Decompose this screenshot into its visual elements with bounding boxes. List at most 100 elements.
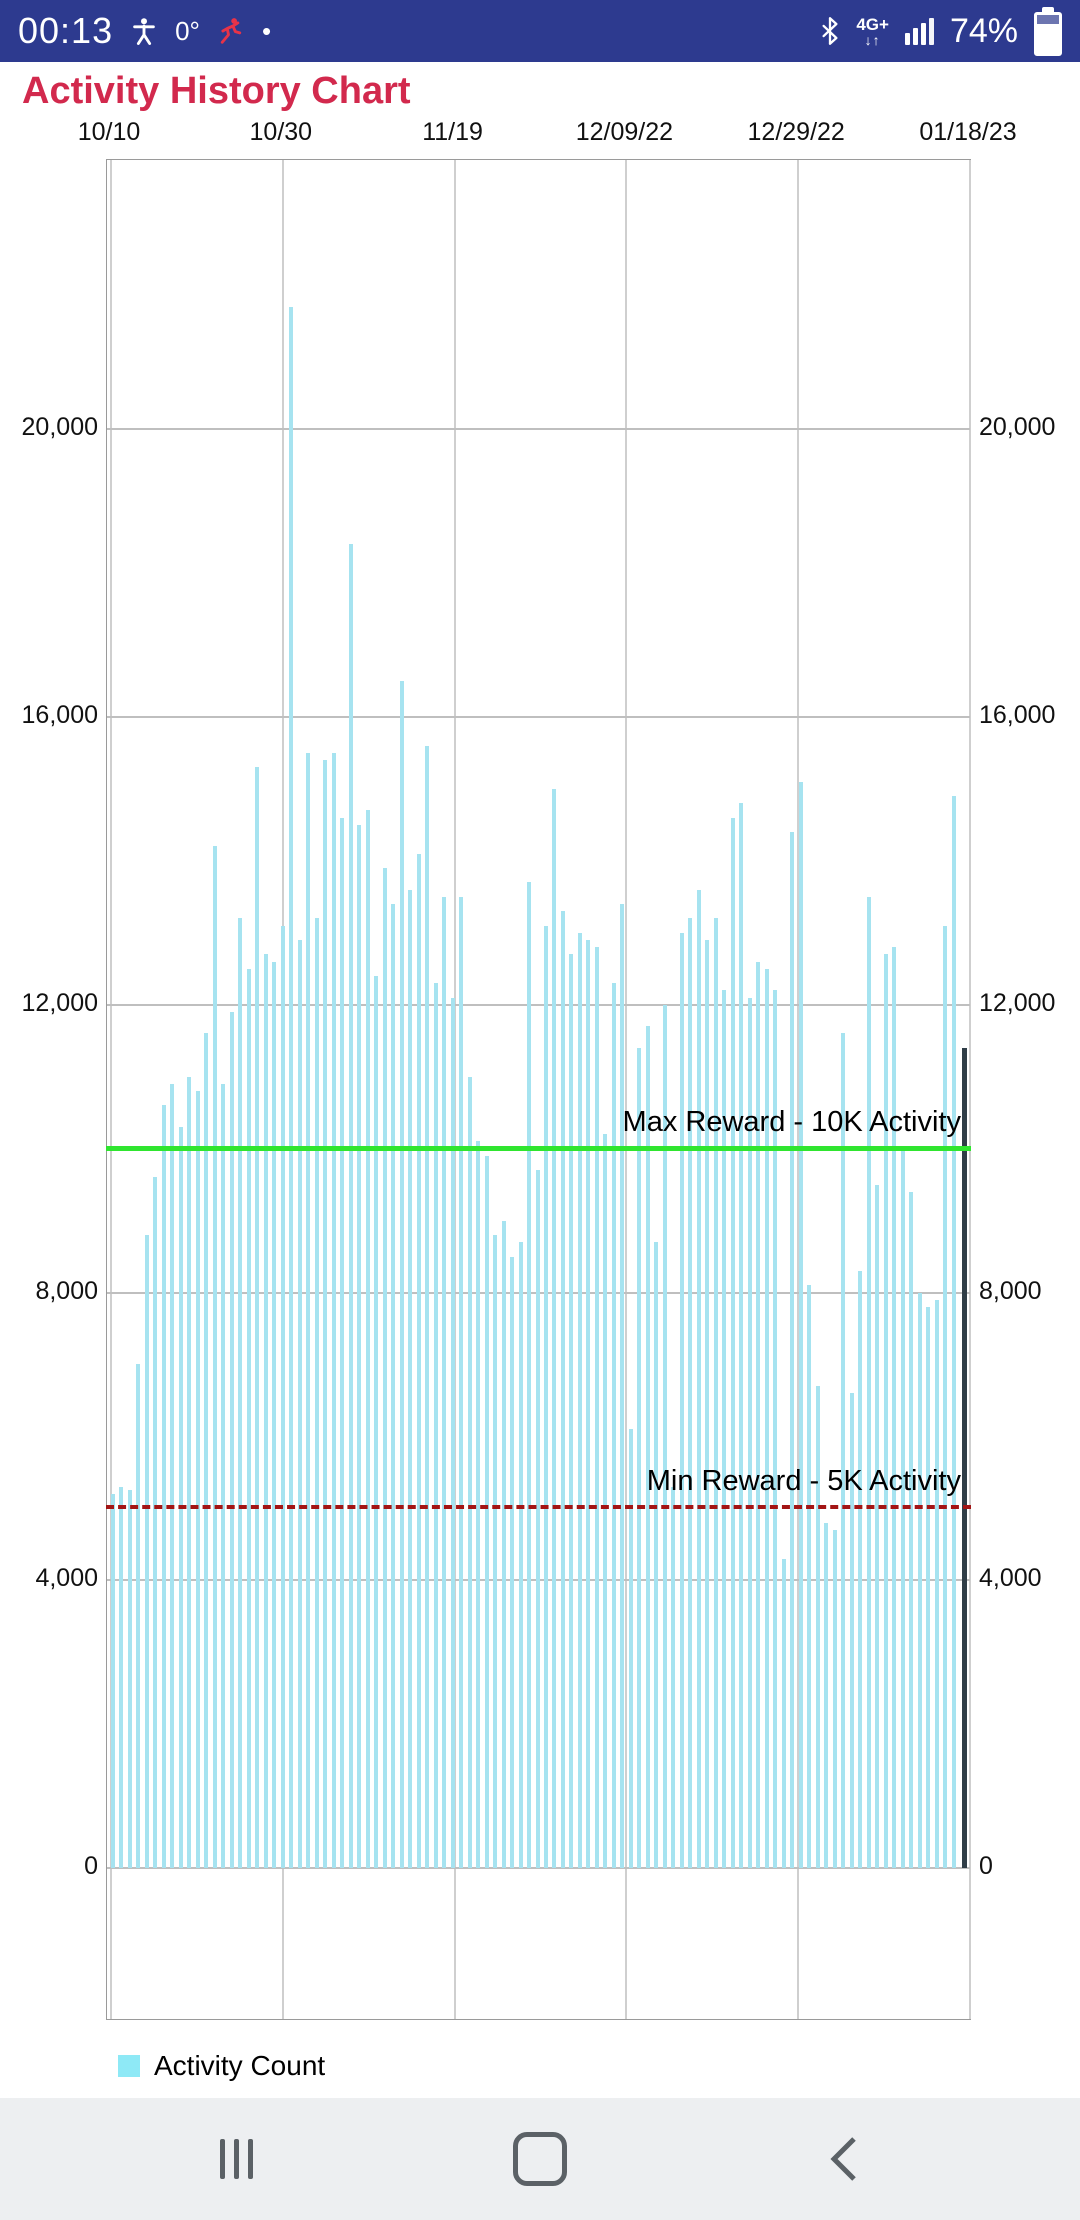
y-axis-tick-label-left: 8,000 — [35, 1276, 98, 1305]
activity-bar — [645, 1026, 650, 1869]
activity-bar — [739, 803, 744, 1869]
y-axis-tick-label-left: 4,000 — [35, 1564, 98, 1593]
min-reward-line — [106, 1505, 971, 1510]
vertical-gridline — [625, 160, 628, 2019]
activity-bar — [798, 781, 803, 1869]
horizontal-gridline — [107, 1867, 970, 1870]
activity-bar — [187, 1076, 192, 1869]
activity-bar — [773, 990, 778, 1869]
status-temperature: 0° — [175, 15, 200, 46]
activity-bar — [178, 1127, 183, 1869]
activity-bar — [603, 1134, 608, 1869]
activity-bar — [909, 1191, 914, 1869]
activity-bar — [272, 961, 277, 1869]
activity-bar — [543, 925, 548, 1869]
activity-bar — [781, 1558, 786, 1869]
activity-bar — [127, 1490, 132, 1869]
activity-bar — [730, 817, 735, 1869]
activity-bar — [611, 983, 616, 1869]
activity-bar — [306, 752, 311, 1869]
activity-bar — [136, 1364, 141, 1869]
activity-bar — [696, 889, 701, 1869]
recents-button[interactable] — [206, 2129, 266, 2189]
activity-bar — [951, 796, 956, 1869]
activity-bar — [153, 1177, 158, 1869]
activity-bar — [849, 1393, 854, 1869]
activity-bar — [790, 832, 795, 1869]
activity-bar — [892, 947, 897, 1869]
activity-bar — [229, 1011, 234, 1869]
activity-bar — [195, 1091, 200, 1869]
x-axis-tick-label: 10/30 — [249, 118, 313, 146]
activity-bar — [119, 1486, 124, 1869]
activity-bar — [323, 760, 328, 1869]
activity-bar — [450, 997, 455, 1869]
activity-bar — [671, 1486, 676, 1869]
plot-area[interactable] — [106, 159, 971, 2020]
activity-bar — [467, 1076, 472, 1869]
y-axis-tick-label-left: 16,000 — [21, 700, 98, 729]
mobile-data-arrows-icon: ↓↑ — [864, 31, 881, 48]
horizontal-gridline — [107, 1003, 970, 1006]
activity-bar — [917, 1292, 922, 1869]
status-bar: 00:13 0° • 4G+ ↓↑ 74% — [0, 0, 1080, 62]
activity-bar — [459, 896, 464, 1869]
activity-bar — [204, 1033, 209, 1869]
activity-bar — [807, 1285, 812, 1869]
vertical-gridline — [110, 160, 112, 2019]
activity-bar — [365, 810, 370, 1869]
back-button[interactable] — [814, 2129, 874, 2189]
vertical-gridline — [969, 160, 971, 2019]
activity-bar — [314, 918, 319, 1869]
x-axis-tick-label: 11/19 — [422, 118, 483, 146]
activity-bar — [535, 1170, 540, 1869]
activity-bar — [442, 896, 447, 1869]
y-axis-tick-label-left: 12,000 — [21, 988, 98, 1017]
x-axis-tick-label: 12/29/22 — [747, 118, 845, 146]
activity-bar — [161, 1105, 166, 1869]
y-axis-tick-label-left: 20,000 — [21, 413, 98, 442]
activity-bar — [747, 997, 752, 1869]
network-4g-indicator: 4G+ ↓↑ — [856, 16, 889, 47]
activity-bar — [280, 925, 285, 1869]
android-navigation-bar — [0, 2098, 1080, 2220]
recents-icon — [219, 2139, 253, 2179]
x-axis-tick-label: 01/18/23 — [919, 118, 1017, 146]
horizontal-gridline — [107, 428, 970, 431]
activity-bar — [238, 918, 243, 1869]
activity-bar — [399, 680, 404, 1869]
activity-bar — [841, 1033, 846, 1869]
y-axis-tick-label-right: 16,000 — [979, 700, 1056, 729]
max-reward-label: Max Reward - 10K Activity — [622, 1105, 961, 1138]
activity-bar — [476, 1141, 481, 1869]
chart-cursor-line[interactable] — [962, 1047, 967, 1869]
horizontal-gridline — [107, 715, 970, 718]
activity-bar — [662, 1004, 667, 1869]
activity-bar — [934, 1299, 939, 1869]
legend-swatch — [118, 2055, 140, 2077]
activity-bar — [552, 788, 557, 1869]
y-axis-tick-label-left: 0 — [84, 1852, 98, 1881]
activity-bar — [560, 911, 565, 1869]
activity-bar — [510, 1256, 515, 1869]
vertical-gridline — [453, 160, 456, 2019]
activity-bar — [484, 1155, 489, 1869]
activity-bar — [815, 1386, 820, 1869]
activity-bar — [628, 1429, 633, 1869]
activity-bar — [297, 939, 302, 1869]
y-axis-tick-label-right: 4,000 — [979, 1564, 1042, 1593]
home-button[interactable] — [510, 2129, 570, 2189]
activity-bar — [586, 939, 591, 1869]
activity-bar — [527, 882, 531, 1869]
activity-bar — [263, 954, 268, 1869]
activity-bar — [331, 752, 336, 1869]
vertical-gridline — [797, 160, 800, 2019]
y-axis-tick-label-right: 0 — [979, 1852, 993, 1881]
activity-bar — [111, 1493, 115, 1869]
page-title: Activity History Chart — [22, 70, 411, 112]
notification-dot: • — [261, 16, 272, 46]
activity-bar — [824, 1522, 829, 1869]
activity-bar — [764, 968, 769, 1869]
y-axis-tick-label-right: 12,000 — [979, 988, 1056, 1017]
